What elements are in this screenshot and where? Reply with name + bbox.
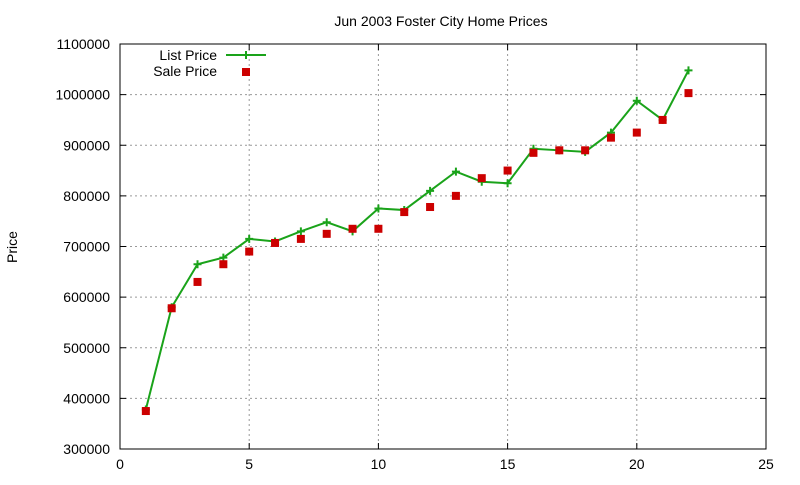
y-tick-label: 700000 bbox=[63, 239, 110, 255]
list-price-point bbox=[296, 227, 305, 236]
sale-price-point bbox=[193, 277, 202, 286]
sale-price-point bbox=[400, 208, 409, 217]
sale-price-point bbox=[529, 148, 538, 157]
sale-price-point bbox=[555, 146, 564, 155]
list-price-point bbox=[426, 186, 435, 195]
sale-price-point bbox=[632, 128, 641, 137]
list-price-point bbox=[503, 179, 512, 188]
y-tick-label: 900000 bbox=[63, 137, 110, 153]
legend-label-sale-price: Sale Price bbox=[153, 63, 217, 79]
list-price-line bbox=[144, 69, 690, 410]
legend-marker-sale-price bbox=[242, 68, 250, 76]
y-tick-label: 400000 bbox=[63, 390, 110, 406]
sale-price-point bbox=[606, 133, 615, 142]
y-tick-label: 1100000 bbox=[57, 36, 111, 52]
legend-label-list-price: List Price bbox=[159, 47, 217, 63]
grid-layer bbox=[120, 44, 766, 449]
x-tick-label: 0 bbox=[116, 456, 124, 472]
sale-price-point bbox=[684, 89, 693, 98]
sale-price-point bbox=[271, 238, 280, 247]
sale-price-point bbox=[503, 166, 512, 175]
list-price-point bbox=[684, 66, 693, 75]
list-price-point bbox=[632, 96, 641, 105]
sale-price-point bbox=[451, 191, 460, 200]
sale-price-point bbox=[141, 407, 150, 416]
legend-marker-list-price bbox=[242, 51, 250, 59]
chart-title: Jun 2003 Foster City Home Prices bbox=[334, 13, 547, 29]
sale-price-point bbox=[167, 304, 176, 313]
sale-price-point bbox=[374, 224, 383, 233]
sale-price-point bbox=[348, 224, 357, 233]
sale-price-point bbox=[219, 260, 228, 269]
sale-price-point bbox=[245, 247, 254, 256]
sale-price-point bbox=[581, 146, 590, 155]
list-price-point bbox=[451, 167, 460, 176]
list-price-point bbox=[322, 218, 331, 227]
list-price-point bbox=[193, 260, 202, 269]
y-tick-label: 1000000 bbox=[55, 87, 110, 103]
list-price-point bbox=[245, 234, 254, 243]
sale-price-point bbox=[477, 174, 486, 183]
plot-frame bbox=[119, 43, 767, 450]
list-price-point bbox=[374, 204, 383, 213]
y-tick-label: 800000 bbox=[63, 188, 110, 204]
y-tick-label: 600000 bbox=[63, 289, 110, 305]
x-tick-label: 10 bbox=[371, 456, 387, 472]
sale-price-point bbox=[426, 203, 435, 212]
series-layer bbox=[141, 66, 693, 416]
y-tick-label: 500000 bbox=[63, 340, 110, 356]
sale-price-point bbox=[658, 115, 667, 124]
x-tick-label: 20 bbox=[629, 456, 645, 472]
y-axis-label: Price bbox=[4, 231, 20, 263]
tick-layer: 0 5 10 15 20 25 300000 400000 500000 600000 700000… bbox=[55, 36, 774, 472]
x-tick-label: 15 bbox=[500, 456, 516, 472]
sale-price-point bbox=[296, 234, 305, 243]
x-tick-label: 25 bbox=[758, 456, 774, 472]
sale-price-point bbox=[322, 229, 331, 238]
y-tick-label: 300000 bbox=[63, 441, 110, 457]
x-tick-label: 5 bbox=[245, 456, 253, 472]
